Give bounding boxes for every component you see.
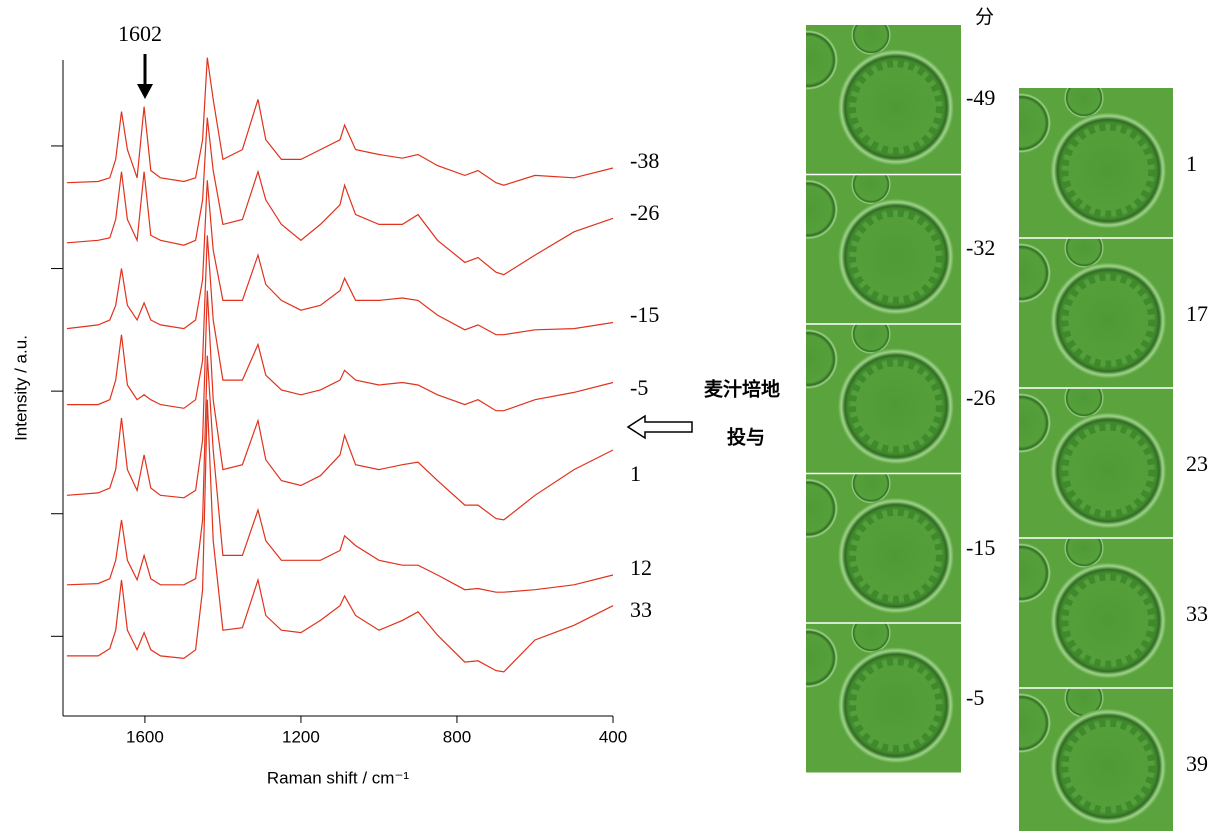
image-content [1019,388,1173,538]
x-axis-label: Raman shift / cm⁻¹ [267,768,410,787]
microscope-image [806,174,961,324]
microscope-image [1019,538,1173,688]
neighbor-cell [1019,693,1051,753]
time-label: 17 [1186,301,1208,326]
series-label: 33 [630,597,652,622]
bud [1064,388,1104,418]
neighbor-cell [806,329,838,389]
microscope-image [1019,688,1173,831]
cell-wall [847,59,944,156]
treatment-arrow [626,414,693,440]
spectrum-line [66,290,614,521]
cell-wall [1060,272,1157,369]
microscope-image [806,473,961,623]
spectrum-line [66,57,614,186]
neighbor-cell [1019,393,1051,453]
image-content [806,174,961,324]
neighbor-cell [806,628,838,688]
time-label: 1 [1186,151,1197,176]
treatment-label: 投与 [727,426,765,449]
image-content [806,623,961,773]
time-label: -15 [966,535,995,560]
series-label: 12 [630,555,652,580]
microscope-image [1019,88,1173,238]
neighbor-cell [806,30,838,90]
spectrum-line [66,235,614,412]
time-label: 39 [1186,751,1208,776]
microscope-image [1019,238,1173,388]
y-axis-label: Intensity / a.u. [11,335,30,441]
cell-wall [847,358,944,455]
series-label: -26 [630,200,659,225]
microscope-image [1019,388,1173,538]
x-tick-label: 1200 [282,727,320,746]
time-label: -5 [966,685,984,710]
spectrum-line [66,180,614,336]
x-tick-label: 1600 [126,727,164,746]
spectrum-line [66,117,614,276]
cell-wall [1060,122,1157,219]
cell-wall [847,208,944,305]
spectrum-line [66,355,614,593]
time-label: -32 [966,235,995,260]
image-content [1019,88,1173,238]
bud [1064,538,1104,568]
time-label: 33 [1186,601,1208,626]
cell-wall [1060,422,1157,519]
bud [851,473,891,504]
neighbor-cell [806,179,838,240]
time-unit: 分 [975,6,994,28]
x-tick-label: 800 [443,727,471,746]
neighbor-cell [1019,93,1051,153]
spectrum-line [66,399,614,673]
image-content [1019,538,1173,688]
bud [1064,88,1104,118]
image-content [806,25,961,175]
series-label: -15 [630,302,659,327]
microscope-image [806,324,961,474]
bud [1064,238,1104,268]
image-content [806,473,961,623]
cell-wall [1060,718,1157,815]
time-label: -26 [966,385,995,410]
series-label: 1 [630,461,641,486]
microscope-image [806,25,961,175]
neighbor-cell [806,478,838,539]
bud [851,25,891,55]
image-content [1019,238,1173,388]
series-label: -38 [630,148,659,173]
bud [851,623,891,653]
peak-annotation: 1602 [118,21,162,46]
cell-wall [847,657,944,754]
bud [851,174,891,205]
time-label: 23 [1186,451,1208,476]
microscope-image [806,623,961,773]
cell-wall [1060,572,1157,669]
neighbor-cell [1019,543,1051,603]
annotation-arrowhead [137,84,153,99]
time-label: -49 [966,85,995,110]
treatment-label: 麦汁培地 [704,378,780,401]
image-content [1019,688,1173,831]
x-tick-label: 400 [599,727,627,746]
series-label: -5 [630,375,648,400]
image-content [806,324,961,474]
bud [851,324,891,354]
neighbor-cell [1019,243,1051,303]
cell-wall [847,507,944,604]
